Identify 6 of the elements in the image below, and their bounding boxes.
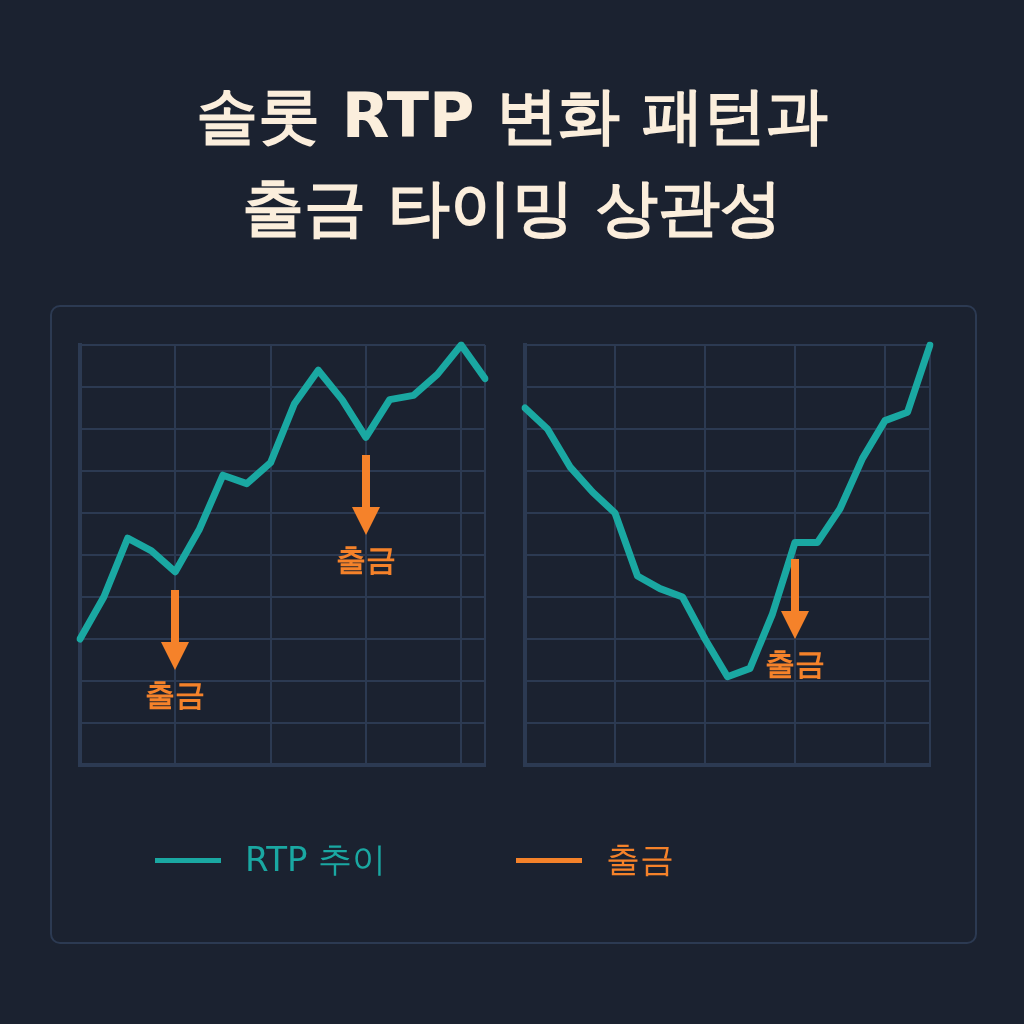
legend-label: RTP 추이 (245, 838, 387, 881)
chart-title: 솔롯 RTP 변화 패턴과 출금 타이밍 상관성 (195, 78, 829, 246)
text: 출금 (606, 838, 675, 881)
annotation: 출금 (765, 645, 825, 681)
annotation: 출금 (145, 676, 205, 712)
annotation: 출금 (336, 541, 396, 577)
